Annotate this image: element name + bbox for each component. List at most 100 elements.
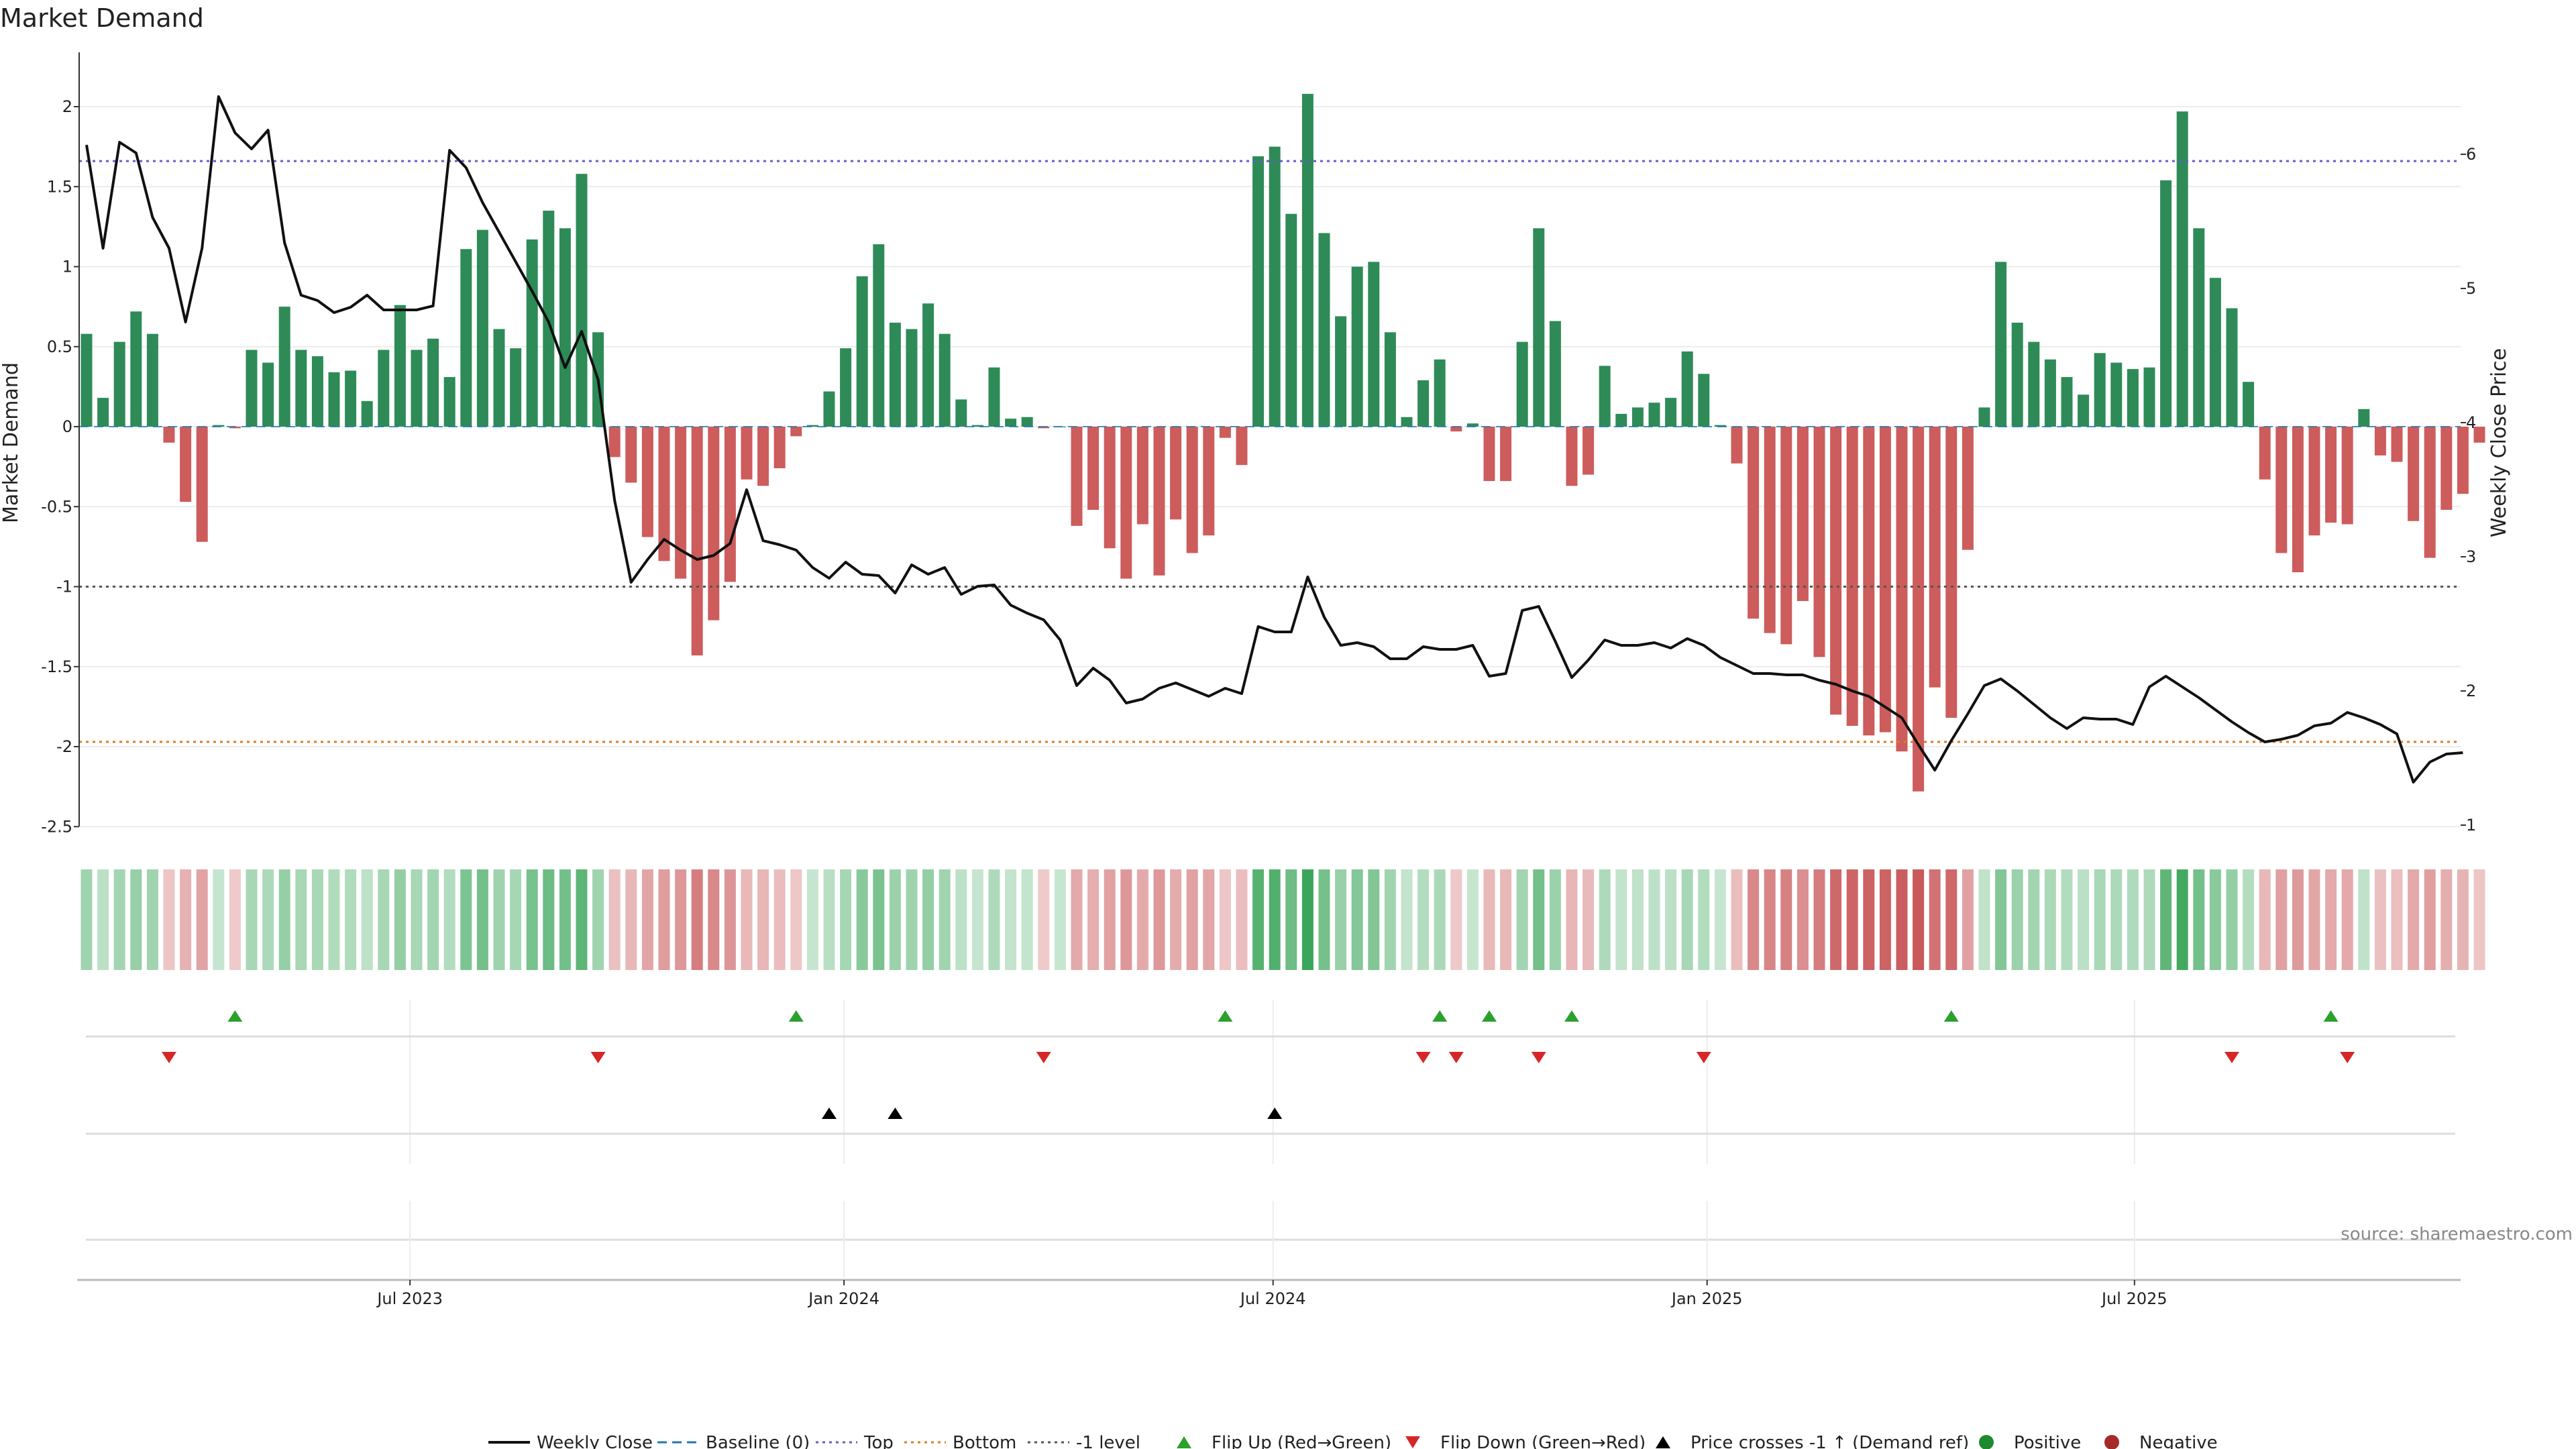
legend-label: Flip Down (Green→Red): [1440, 1433, 1646, 1449]
heat-cell: [2193, 869, 2205, 970]
bar-negative: [1483, 427, 1495, 482]
heat-cell: [1021, 869, 1033, 970]
bar-negative: [2292, 427, 2304, 573]
heat-cell: [1863, 869, 1875, 970]
bar-negative: [180, 427, 192, 502]
bar-positive: [1417, 380, 1430, 427]
heat-cell: [1945, 869, 1957, 970]
heat-cell: [1929, 869, 1941, 970]
heat-cell: [2094, 869, 2106, 970]
flip-down-marker: [2224, 1052, 2239, 1063]
heat-cell: [2374, 869, 2386, 970]
bar-positive: [955, 399, 967, 427]
bar-positive: [311, 356, 323, 427]
bar-positive: [1516, 341, 1528, 427]
x-tick-label: Jul 2024: [1239, 1289, 1306, 1308]
bar-positive: [1995, 262, 2007, 427]
heat-cell: [394, 869, 406, 970]
y-tick-label: -2.5: [41, 817, 72, 836]
heat-cell: [361, 869, 373, 970]
bar-positive: [873, 244, 885, 427]
heat-cell: [889, 869, 901, 970]
heat-cell: [2424, 869, 2436, 970]
heat-cell: [97, 869, 109, 970]
bar-positive: [2143, 367, 2155, 427]
bar-positive: [2209, 278, 2221, 427]
heat-cell: [1533, 869, 1545, 970]
bar-positive: [113, 341, 125, 427]
heat-cell: [1516, 869, 1528, 970]
weekly-close-line: [85, 95, 2463, 784]
heat-cell: [2473, 869, 2485, 970]
flip-up-marker: [1564, 1010, 1579, 1022]
heat-cell: [146, 869, 158, 970]
heat-cell: [1005, 869, 1017, 970]
heat-cell: [576, 869, 588, 970]
heat-cell: [2176, 869, 2188, 970]
bar-positive: [526, 239, 538, 427]
price-cross-marker: [822, 1108, 837, 1119]
bar-positive: [1714, 425, 1726, 427]
bar-negative: [1879, 427, 1891, 733]
heat-cell: [2143, 869, 2155, 970]
heat-cell: [278, 869, 290, 970]
heat-cell: [1252, 869, 1265, 970]
heat-cell: [1285, 869, 1297, 970]
bar-positive: [1533, 228, 1545, 427]
price-line-series: [85, 95, 2463, 784]
heat-cell: [2226, 869, 2238, 970]
heat-cell: [691, 869, 703, 970]
heat-cell: [1813, 869, 1825, 970]
heat-cell: [229, 869, 241, 970]
heat-cell: [1219, 869, 1231, 970]
bar-negative: [1796, 427, 1809, 601]
heat-cell: [1434, 869, 1446, 970]
heat-cell: [1483, 869, 1495, 970]
heat-cell: [1913, 869, 1925, 970]
heat-cell: [1318, 869, 1330, 970]
heat-cell: [1995, 869, 2007, 970]
heat-cell: [180, 869, 192, 970]
y-tick-label: -1: [56, 578, 72, 596]
bar-positive: [510, 348, 522, 427]
heat-cell: [2325, 869, 2337, 970]
bar-negative: [1962, 427, 1974, 550]
heat-cell: [2028, 869, 2040, 970]
y-axis-left: 2 1.5 1 0.5 0 -0.5 -1 -1.5 -2 -2.5: [41, 52, 80, 836]
heat-cell: [2061, 869, 2073, 970]
heat-cell: [938, 869, 951, 970]
bar-positive: [262, 362, 274, 427]
bar-positive: [2078, 394, 2090, 427]
bar-negative: [1830, 427, 1842, 715]
bar-negative: [2457, 427, 2469, 494]
heat-cell: [1631, 869, 1644, 970]
heat-cell: [2044, 869, 2056, 970]
bar-positive: [971, 425, 983, 427]
heat-cell: [1846, 869, 1858, 970]
source-credit: source: sharemaestro.com: [2341, 1224, 2573, 1244]
bar-negative: [608, 427, 621, 458]
heat-cell: [1335, 869, 1347, 970]
heat-cell: [1879, 869, 1891, 970]
bar-positive: [427, 338, 439, 427]
y-axis-right: 6 5 4 3 2 1: [2461, 145, 2476, 835]
heat-cell: [773, 869, 786, 970]
legend-swatch-price-cross: [1656, 1436, 1670, 1448]
bar-positive: [1631, 407, 1644, 427]
bar-negative: [675, 427, 687, 579]
heat-cell: [625, 869, 637, 970]
heat-cell: [1136, 869, 1148, 970]
heat-cell: [1764, 869, 1776, 970]
bar-negative: [1186, 427, 1198, 553]
heat-cell: [2457, 869, 2469, 970]
heat-cell: [1615, 869, 1627, 970]
bar-positive: [2061, 377, 2073, 427]
heat-cell: [741, 869, 753, 970]
flip-up-marker: [1432, 1010, 1448, 1022]
y-tick-label: 1: [62, 258, 72, 276]
bar-positive: [146, 333, 158, 427]
heat-cell: [856, 869, 868, 970]
x-axis: Jul 2023 Jan 2024 Jul 2024 Jan 2025 Jul 2025: [77, 1279, 2461, 1308]
heat-cell: [2259, 869, 2271, 970]
